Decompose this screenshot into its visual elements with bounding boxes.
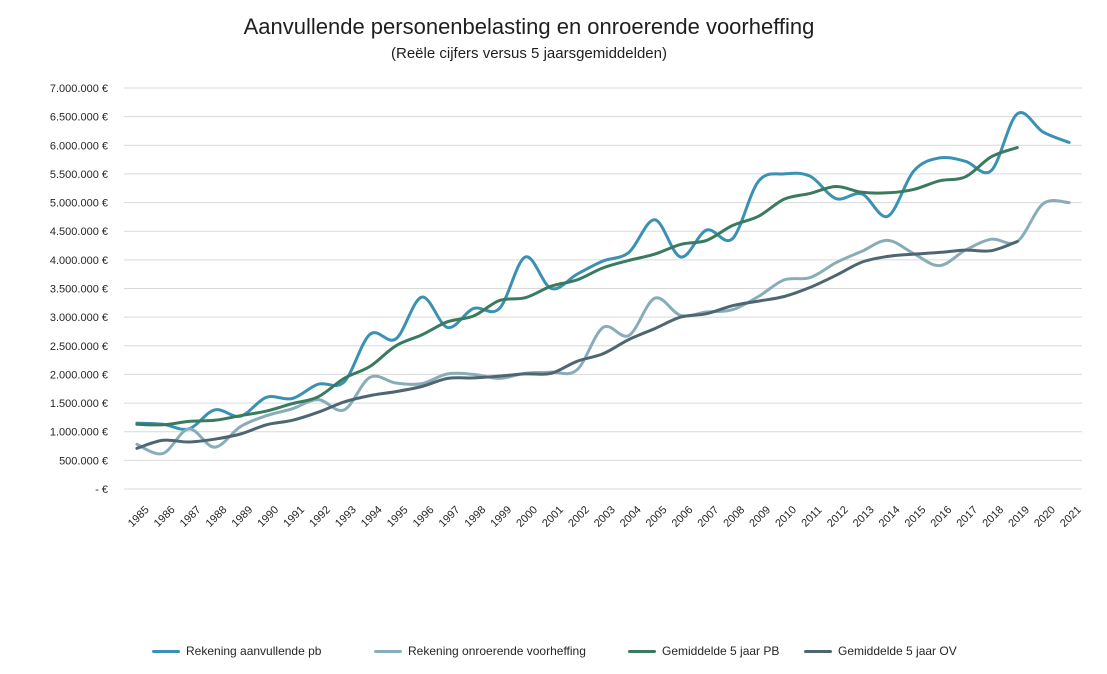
- x-axis-tick-labels: 1985 1986 1987 1988 1989 1990 1991 1992 1993 1994…: [126, 504, 1084, 530]
- line-chart: - € 500.000 € 1.000.000 € 1.500.000 € 2.000.…: [50, 83, 1084, 530]
- x-tick-label: 2019: [1006, 504, 1032, 530]
- y-tick-label: 6.000.000 €: [50, 140, 108, 152]
- series-lines: [135, 111, 1071, 456]
- y-tick-label: 500.000 €: [59, 455, 108, 467]
- x-tick-label: 1985: [126, 504, 152, 530]
- legend-item: Rekening aanvullende pb: [152, 644, 321, 658]
- x-tick-label: 2009: [747, 504, 773, 530]
- y-tick-label: 2.000.000 €: [50, 369, 108, 381]
- x-tick-label: 2007: [696, 504, 722, 530]
- x-tick-label: 1996: [411, 504, 437, 530]
- x-tick-label: 2017: [954, 504, 980, 530]
- y-tick-label: 1.500.000 €: [50, 398, 108, 410]
- legend-label: Rekening aanvullende pb: [186, 644, 322, 658]
- y-tick-label: 2.500.000 €: [50, 341, 108, 353]
- y-tick-label: 4.000.000 €: [50, 255, 108, 267]
- x-tick-label: 2018: [980, 504, 1006, 530]
- x-tick-label: 2005: [644, 504, 670, 530]
- y-tick-label: 4.500.000 €: [50, 226, 108, 238]
- y-tick-label: 1.000.000 €: [50, 427, 108, 439]
- x-tick-label: 2006: [670, 504, 696, 530]
- x-tick-label: 1993: [333, 504, 359, 530]
- legend-label: Gemiddelde 5 jaar PB: [662, 644, 780, 658]
- x-tick-label: 1989: [229, 504, 255, 530]
- x-tick-label: 2002: [566, 504, 592, 530]
- x-tick-label: 2015: [903, 504, 929, 530]
- x-tick-label: 2010: [773, 504, 799, 530]
- gridlines: [124, 87, 1082, 490]
- x-tick-label: 1994: [359, 504, 385, 530]
- x-tick-label: 1987: [178, 504, 204, 530]
- x-tick-label: 1995: [385, 504, 411, 530]
- legend-item: Gemiddelde 5 jaar PB: [628, 644, 779, 658]
- y-tick-label: 5.500.000 €: [50, 169, 108, 181]
- legend-swatch: [374, 649, 402, 653]
- series-line-4: [135, 240, 1019, 450]
- x-tick-label: 1991: [281, 504, 307, 530]
- chart-title: Aanvullende personenbelasting en onroere…: [243, 14, 815, 39]
- y-axis-tick-labels: - € 500.000 € 1.000.000 € 1.500.000 € 2.000.…: [50, 83, 108, 496]
- y-tick-label: - €: [95, 484, 108, 496]
- y-tick-label: 3.000.000 €: [50, 312, 108, 324]
- x-tick-label: 1999: [488, 504, 514, 530]
- x-tick-label: 1992: [307, 504, 333, 530]
- legend-label: Rekening onroerende voorheffing: [408, 644, 586, 658]
- y-tick-label: 7.000.000 €: [50, 83, 108, 95]
- x-tick-label: 1988: [204, 504, 230, 530]
- x-tick-label: 1998: [463, 504, 489, 530]
- legend-swatch: [804, 649, 832, 653]
- x-tick-label: 2012: [825, 504, 851, 530]
- y-tick-label: 6.500.000 €: [50, 112, 108, 124]
- legend-label: Gemiddelde 5 jaar OV: [838, 644, 957, 658]
- legend-item: Gemiddelde 5 jaar OV: [804, 644, 957, 658]
- x-tick-label: 1990: [255, 504, 281, 530]
- legend-swatch: [628, 649, 656, 653]
- x-tick-label: 2001: [540, 504, 566, 530]
- y-tick-label: 3.500.000 €: [50, 284, 108, 296]
- x-tick-label: 2004: [618, 504, 644, 530]
- legend-swatch: [152, 649, 180, 653]
- series-line-2: [135, 199, 1071, 456]
- x-tick-label: 2003: [592, 504, 618, 530]
- x-tick-label: 2008: [721, 504, 747, 530]
- x-tick-label: 2014: [877, 504, 903, 530]
- x-tick-label: 2016: [929, 504, 955, 530]
- series-line-3: [135, 146, 1019, 427]
- x-tick-label: 1986: [152, 504, 178, 530]
- x-tick-label: 2011: [799, 504, 824, 529]
- x-tick-label: 1997: [437, 504, 463, 530]
- chart-legend: Rekening aanvullende pb Rekening onroeren…: [0, 644, 1107, 664]
- chart-subtitle: (Reële cijfers versus 5 jaarsgemiddelden…: [391, 45, 667, 62]
- legend-item: Rekening onroerende voorheffing: [374, 644, 586, 658]
- x-tick-label: 2013: [851, 504, 877, 530]
- x-tick-label: 2000: [514, 504, 540, 530]
- x-tick-label: 2020: [1032, 504, 1058, 530]
- y-tick-label: 5.000.000 €: [50, 198, 108, 210]
- series-line-1: [135, 111, 1071, 431]
- x-tick-label: 2021: [1058, 504, 1084, 530]
